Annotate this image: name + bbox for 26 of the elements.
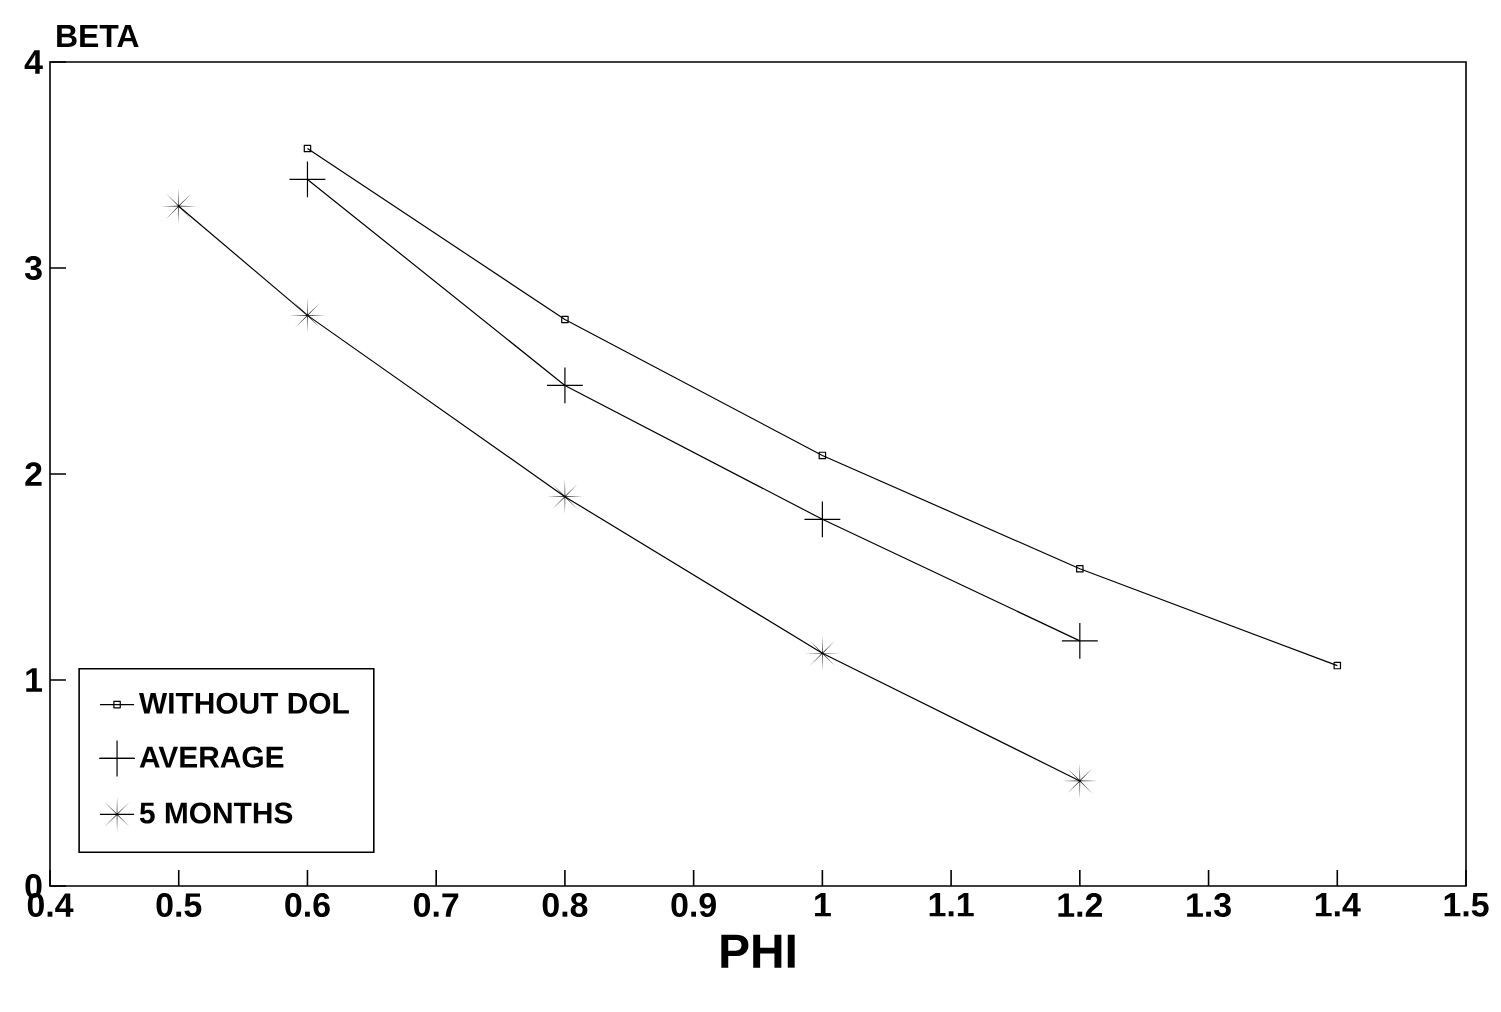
point: [303, 144, 312, 153]
legend-label: AVERAGE: [139, 746, 284, 768]
x-axis-title: PHI: [721, 934, 795, 968]
point: [546, 367, 583, 404]
x-tick-label: 1.4: [1315, 893, 1361, 917]
x-tick-label: 0.5: [156, 893, 202, 918]
y-tick-label: 4: [24, 50, 43, 74]
point: [1076, 564, 1084, 573]
x-tick-label: 1: [815, 893, 831, 917]
x-tick-label: 1.3: [1187, 893, 1231, 918]
x-tick-label: 1.1: [929, 893, 974, 917]
y-tick-label: 2: [25, 462, 42, 486]
x-tick-label: 0.9: [671, 893, 716, 918]
x-tick-label: 0.8: [542, 893, 588, 918]
point: [561, 315, 569, 324]
y-tick-label: 3: [24, 255, 42, 281]
legend-label: 5 MONTHS: [139, 802, 293, 824]
x-tick-label: 1.2: [1058, 893, 1102, 917]
point: [1333, 661, 1342, 670]
point: [818, 451, 827, 460]
y-tick-label: 1: [26, 668, 43, 692]
y-axis-title: BETA: [57, 25, 139, 47]
x-tick-label: 0.6: [285, 893, 330, 918]
x-tick-label: 1.5: [1444, 893, 1489, 917]
legend-label: WITHOUT DOL: [139, 692, 349, 714]
x-tick-label: 0.7: [413, 893, 459, 918]
